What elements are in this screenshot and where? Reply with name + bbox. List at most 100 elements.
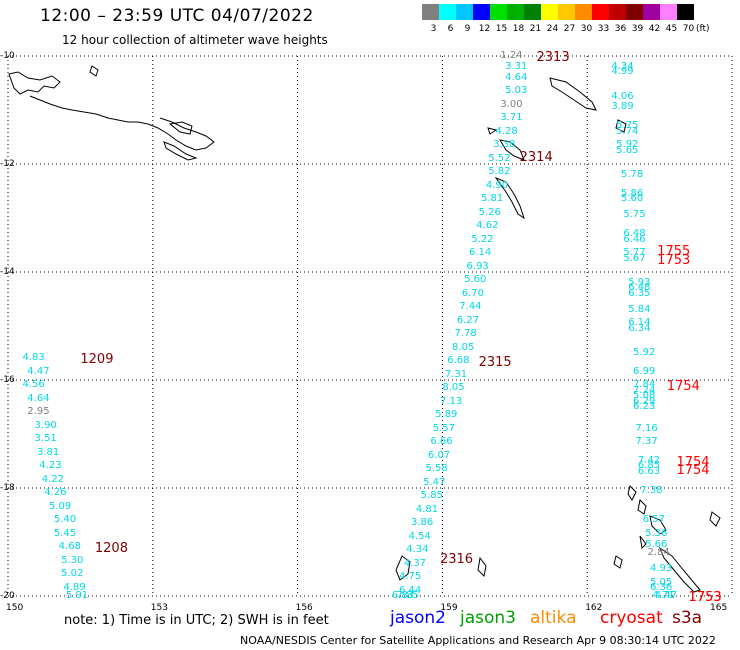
coastline-reef-east xyxy=(477,556,487,578)
wave-height-label: 4.83 xyxy=(22,352,45,364)
lon-tick-label: 153 xyxy=(150,603,168,613)
lat-tick-label: -20 xyxy=(0,591,15,601)
wave-height-label: 5.02 xyxy=(61,568,84,580)
lat-tick-label: -18 xyxy=(0,483,15,493)
wave-height-label: 2.95 xyxy=(27,406,50,418)
track-time-label: 1754 xyxy=(676,455,710,470)
color-scale-label: 36 xyxy=(614,24,627,34)
wave-height-label: 4.47 xyxy=(27,365,50,377)
track-time-label: 1754 xyxy=(666,379,700,395)
wave-height-label: 4.81 xyxy=(415,503,439,515)
coastline-solomon-south xyxy=(494,176,525,220)
footer-note: note: 1) Time is in UTC; 2) SWH is in fe… xyxy=(64,613,329,628)
color-scale-label: 21 xyxy=(529,24,542,34)
track-time-label: 1754 xyxy=(676,463,710,479)
wave-height-label: 5.92 xyxy=(616,139,639,151)
color-scale-swatch-24 xyxy=(541,4,558,20)
coastline-vanuatu-north xyxy=(627,485,647,515)
color-scale-label: 30 xyxy=(580,24,593,34)
track-time-label: 1208 xyxy=(94,541,128,557)
wave-height-label: 4.22 xyxy=(41,473,65,485)
wave-height-label: 6.14 xyxy=(628,317,651,329)
coastline-vanuatu-mid xyxy=(639,515,667,550)
wave-height-label: 6.70 xyxy=(461,287,484,299)
track-time-label: 2314 xyxy=(519,149,553,165)
lat-tick-label: -16 xyxy=(0,375,15,385)
wave-height-label: 5.84 xyxy=(628,303,651,315)
wave-height-label: 3.89 xyxy=(611,101,634,113)
color-scale-label: 12 xyxy=(478,24,491,34)
color-scale-swatch-45 xyxy=(660,4,677,20)
lat-tick-label: -10 xyxy=(0,51,15,61)
wave-height-label: 4.90 xyxy=(485,179,509,191)
wave-height-label: 4.62 xyxy=(476,220,499,232)
color-scale-label: 18 xyxy=(512,24,525,34)
color-scale-swatch-42 xyxy=(643,4,660,20)
wave-height-label: 4.89 xyxy=(63,581,86,593)
wave-height-label: 5.75 xyxy=(623,209,646,221)
wave-height-label: 7.13 xyxy=(439,395,463,407)
track-time-label: 2313 xyxy=(536,50,570,65)
wave-height-label: 5.89 xyxy=(435,409,458,421)
wave-height-label: 4.34 xyxy=(611,60,634,72)
wave-height-label: 3.00 xyxy=(500,98,523,110)
wave-height-label: 6.46 xyxy=(623,233,646,245)
lon-tick-label: 150 xyxy=(6,603,24,613)
wave-height-label: 5.82 xyxy=(488,166,511,178)
wave-height-label: 7.16 xyxy=(635,422,658,434)
wave-height-label: 5.81 xyxy=(481,193,504,205)
wave-height-label: 5.26 xyxy=(478,206,501,218)
color-scale-swatch-3 xyxy=(422,4,439,20)
color-scale-label: 45 xyxy=(665,24,678,34)
coastline-peninsula xyxy=(29,95,215,151)
wave-height-label: 6.48 xyxy=(623,228,646,240)
wave-height-label: 7.24 xyxy=(633,384,656,396)
color-scale-label: 27 xyxy=(563,24,576,34)
color-scale-unit: (ft) xyxy=(696,24,710,34)
color-scale-label: 42 xyxy=(648,24,661,34)
lat-tick-label: -12 xyxy=(0,159,15,169)
wave-height-label: 5.93 xyxy=(628,276,651,288)
wave-height-label: 6.07 xyxy=(427,449,451,461)
color-scale-swatch-70 xyxy=(677,4,694,20)
coastline-solomon-north xyxy=(487,127,525,161)
lon-tick-label: 162 xyxy=(585,603,603,613)
wave-height-label: 5.36 xyxy=(645,527,668,539)
wave-height-label: 5.57 xyxy=(432,422,455,434)
wave-height-label: 5.08 xyxy=(633,390,656,402)
wave-height-label: 6.57 xyxy=(642,514,665,526)
wave-height-label: 4.64 xyxy=(505,71,528,83)
coastline-islands-north xyxy=(89,65,99,77)
wave-height-label: 5.60 xyxy=(620,193,644,205)
coastline-island-c xyxy=(615,119,627,133)
wave-height-label: 6.48 xyxy=(628,282,651,294)
footer-credit: NOAA/NESDIS Center for Satellite Applica… xyxy=(240,634,716,647)
wave-height-label: 5.92 xyxy=(633,347,656,358)
wave-height-label: 5.60 xyxy=(464,274,487,286)
track-time-label: 1209 xyxy=(80,352,114,368)
color-scale-label: 6 xyxy=(447,24,454,34)
color-scale-label: 70 xyxy=(682,24,695,34)
map-grid xyxy=(7,55,733,597)
wave-height-label: 5.40 xyxy=(53,514,77,526)
color-scale-swatch-15 xyxy=(490,4,507,20)
wave-height-label: 5.30 xyxy=(61,554,84,566)
lon-tick-label: 165 xyxy=(710,603,728,613)
wave-height-label: 3.31 xyxy=(505,60,528,72)
wave-height-label: 5.22 xyxy=(471,233,494,245)
wave-height-label: 4.26 xyxy=(44,487,67,499)
wave-height-label: 6.68 xyxy=(447,355,470,367)
wave-height-label: 5.67 xyxy=(623,252,646,264)
color-scale-label: 33 xyxy=(597,24,610,34)
color-scale-swatch-39 xyxy=(626,4,643,20)
wave-height-label: 7.78 xyxy=(454,328,477,340)
wave-height-label: 5.03 xyxy=(505,85,528,97)
wave-height-label: 6.34 xyxy=(628,322,651,334)
wave-height-label: 5.85 xyxy=(420,490,443,502)
wave-height-label: 6.93 xyxy=(466,260,489,272)
wave-height-label: 7.85 xyxy=(396,590,419,601)
coastline-reef-west xyxy=(395,555,411,581)
wave-height-label: 4.54 xyxy=(408,530,431,542)
lon-tick-label: 156 xyxy=(295,603,313,613)
